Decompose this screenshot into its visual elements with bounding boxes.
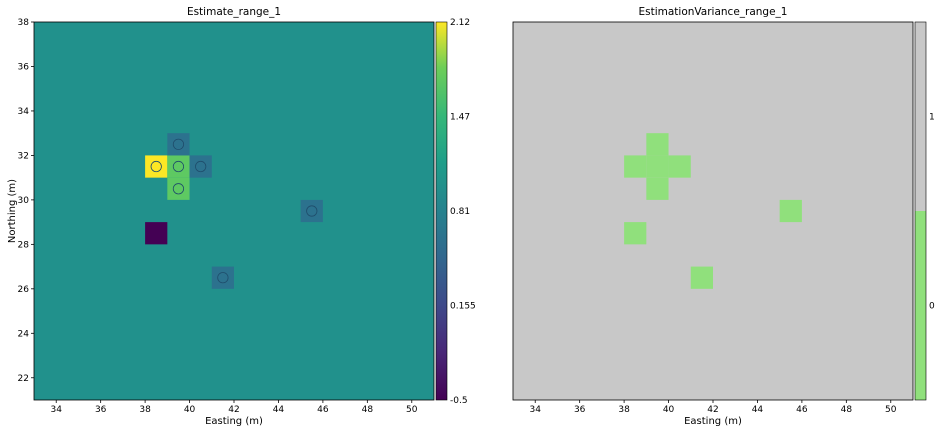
variance-panel: EstimationVariance_range_1 34 36 38 40 42 44 4…	[512, 6, 935, 427]
y-tick-label: 28	[18, 240, 30, 250]
heatmap-cell	[624, 155, 647, 178]
estimate-y-ticks: 22 24 26 28 30 32 34 36 38	[18, 18, 34, 384]
colorbar-tick-label: 0.81	[450, 207, 470, 217]
sample-marker	[217, 272, 229, 284]
x-tick-label: 40	[663, 405, 675, 415]
heatmap-cell	[167, 155, 190, 178]
y-tick-label: 22	[18, 374, 29, 384]
heatmap-cell	[624, 222, 647, 245]
sample-marker	[172, 183, 185, 195]
heatmap-cell	[646, 177, 669, 200]
variance-x-label: Easting (m)	[684, 416, 742, 427]
estimate-markers	[150, 138, 318, 284]
heatmap-background	[34, 22, 434, 400]
estimate-y-label: Northing (m)	[7, 179, 18, 243]
x-tick-label: 36	[95, 405, 107, 415]
heatmap-cell	[690, 266, 713, 289]
estimate-title: Estimate_range_1	[187, 6, 281, 18]
x-tick-label: 48	[362, 405, 374, 415]
sample-marker	[150, 160, 162, 173]
y-tick-label: 34	[18, 107, 30, 117]
x-tick-label: 36	[574, 405, 586, 415]
x-tick-label: 46	[796, 405, 808, 415]
y-tick-label: 32	[18, 151, 29, 161]
x-tick-label: 42	[707, 405, 718, 415]
y-tick-label: 30	[18, 196, 30, 206]
colorbar-frame	[914, 21, 927, 401]
x-tick-label: 34	[50, 405, 62, 415]
y-tick-label: 36	[18, 62, 30, 72]
estimate-x-label: Easting (m)	[205, 416, 263, 427]
heatmap-cell	[189, 155, 212, 178]
estimate-colorbar	[435, 21, 448, 401]
heatmap-cell	[300, 199, 323, 223]
colorbar-tick-label: 1	[929, 113, 935, 123]
x-tick-label: 38	[139, 405, 151, 415]
estimate-cells	[34, 22, 434, 400]
x-tick-label: 40	[184, 405, 196, 415]
estimate-panel: Estimate_range_1 34 36 38 40 42 44 46 48 50 22 24…	[7, 6, 476, 427]
colorbar-tick-label: 2.12	[450, 18, 470, 28]
y-tick-label: 38	[18, 18, 30, 28]
variance-colorbar-ticks: 10	[929, 113, 935, 312]
x-tick-label: 46	[317, 405, 329, 415]
sample-marker	[172, 160, 185, 173]
colorbar-segment	[915, 211, 926, 400]
variance-x-ticks: 34 36 38 40 42 44 46 48 50	[529, 400, 897, 415]
heatmap-cell	[779, 199, 802, 223]
heatmap-cell	[646, 133, 669, 156]
variance-cells	[513, 22, 913, 400]
heatmap-cell	[167, 133, 190, 156]
x-tick-label: 42	[228, 405, 239, 415]
x-tick-label: 48	[841, 405, 853, 415]
heatmap-cell	[646, 155, 669, 178]
colorbar-tick-label: 1.47	[450, 113, 470, 123]
y-tick-label: 24	[18, 329, 30, 339]
variance-title: EstimationVariance_range_1	[639, 6, 788, 18]
variance-colorbar	[914, 21, 927, 401]
estimate-x-ticks: 34 36 38 40 42 44 46 48 50	[50, 400, 418, 415]
x-tick-label: 44	[752, 405, 764, 415]
heatmap-background	[513, 22, 913, 400]
sample-marker	[306, 205, 318, 217]
y-tick-label: 26	[18, 285, 30, 295]
colorbar-segment	[915, 22, 926, 211]
sample-marker	[172, 138, 185, 150]
heatmap-cell	[668, 155, 691, 178]
colorbar-tick-label: 0.155	[450, 302, 476, 312]
heatmap-cell	[145, 155, 168, 178]
estimate-colorbar-ticks: 2.12 1.47 0.81 0.155 -0.5	[450, 18, 476, 406]
heatmap-cell	[145, 222, 168, 245]
x-tick-label: 50	[885, 405, 897, 415]
x-tick-label: 38	[618, 405, 630, 415]
x-tick-label: 50	[406, 405, 418, 415]
sample-marker	[195, 160, 207, 173]
heatmap-cell	[211, 266, 234, 289]
heatmap-cell	[167, 177, 190, 200]
x-tick-label: 34	[529, 405, 541, 415]
colorbar-tick-label: -0.5	[450, 396, 468, 406]
colorbar-tick-label: 0	[929, 302, 935, 312]
x-tick-label: 44	[273, 405, 285, 415]
